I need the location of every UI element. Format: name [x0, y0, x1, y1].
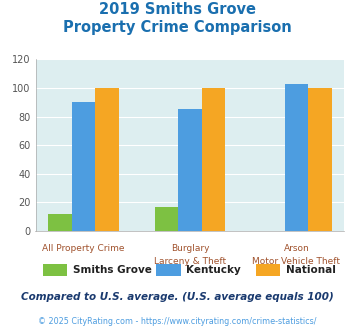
- Text: © 2025 CityRating.com - https://www.cityrating.com/crime-statistics/: © 2025 CityRating.com - https://www.city…: [38, 317, 317, 326]
- Text: Motor Vehicle Theft: Motor Vehicle Theft: [252, 257, 340, 266]
- Text: All Property Crime: All Property Crime: [42, 244, 125, 253]
- Bar: [202, 88, 225, 231]
- Text: National: National: [286, 265, 335, 275]
- Text: 2019 Smiths Grove: 2019 Smiths Grove: [99, 2, 256, 16]
- Text: Smiths Grove: Smiths Grove: [73, 265, 152, 275]
- Text: Arson: Arson: [284, 244, 309, 253]
- Text: Larceny & Theft: Larceny & Theft: [154, 257, 226, 266]
- Text: Compared to U.S. average. (U.S. average equals 100): Compared to U.S. average. (U.S. average …: [21, 292, 334, 302]
- Bar: [155, 207, 178, 231]
- Bar: [95, 88, 119, 231]
- Text: Burglary: Burglary: [171, 244, 209, 253]
- Bar: [285, 84, 308, 231]
- Text: Property Crime Comparison: Property Crime Comparison: [63, 20, 292, 35]
- Bar: [178, 110, 202, 231]
- Bar: [48, 214, 72, 231]
- Text: Kentucky: Kentucky: [186, 265, 241, 275]
- Bar: [308, 88, 332, 231]
- Bar: [72, 102, 95, 231]
